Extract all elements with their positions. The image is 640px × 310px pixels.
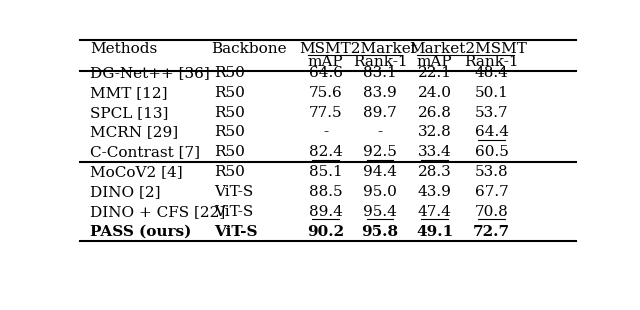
Text: MMT [12]: MMT [12] bbox=[90, 86, 168, 100]
Text: DG-Net++ [36]: DG-Net++ [36] bbox=[90, 66, 210, 80]
Text: SPCL [13]: SPCL [13] bbox=[90, 106, 168, 120]
Text: 72.7: 72.7 bbox=[473, 224, 510, 238]
Text: 49.1: 49.1 bbox=[416, 224, 453, 238]
Text: PASS (ours): PASS (ours) bbox=[90, 224, 191, 238]
Text: 92.5: 92.5 bbox=[363, 145, 397, 159]
Text: 77.5: 77.5 bbox=[308, 106, 342, 120]
Text: 60.5: 60.5 bbox=[475, 145, 509, 159]
Text: C-Contrast [7]: C-Contrast [7] bbox=[90, 145, 200, 159]
Text: MCRN [29]: MCRN [29] bbox=[90, 126, 178, 140]
Text: 24.0: 24.0 bbox=[418, 86, 452, 100]
Text: 22.1: 22.1 bbox=[418, 66, 452, 80]
Text: 95.8: 95.8 bbox=[362, 224, 399, 238]
Text: Rank-1: Rank-1 bbox=[465, 55, 519, 69]
Text: Backbone: Backbone bbox=[211, 42, 287, 56]
Text: ViT-S: ViT-S bbox=[214, 224, 257, 238]
Text: Methods: Methods bbox=[90, 42, 157, 56]
Text: 85.1: 85.1 bbox=[308, 165, 342, 179]
Text: ViT-S: ViT-S bbox=[214, 205, 253, 219]
Text: mAP: mAP bbox=[308, 55, 343, 69]
Text: 47.4: 47.4 bbox=[418, 205, 452, 219]
Text: 48.4: 48.4 bbox=[475, 66, 509, 80]
Text: R50: R50 bbox=[214, 66, 244, 80]
Text: DINO + CFS [22]: DINO + CFS [22] bbox=[90, 205, 225, 219]
Text: mAP: mAP bbox=[417, 55, 452, 69]
Text: DINO [2]: DINO [2] bbox=[90, 185, 161, 199]
Text: 83.1: 83.1 bbox=[364, 66, 397, 80]
Text: 32.8: 32.8 bbox=[418, 126, 451, 140]
Text: 94.4: 94.4 bbox=[363, 165, 397, 179]
Text: 50.1: 50.1 bbox=[475, 86, 509, 100]
Text: MoCoV2 [4]: MoCoV2 [4] bbox=[90, 165, 182, 179]
Text: 67.7: 67.7 bbox=[475, 185, 509, 199]
Text: 64.4: 64.4 bbox=[475, 126, 509, 140]
Text: R50: R50 bbox=[214, 86, 244, 100]
Text: MSMT2Market: MSMT2Market bbox=[299, 42, 417, 56]
Text: 43.9: 43.9 bbox=[418, 185, 452, 199]
Text: 75.6: 75.6 bbox=[308, 86, 342, 100]
Text: -: - bbox=[378, 126, 383, 140]
Text: R50: R50 bbox=[214, 106, 244, 120]
Text: Rank-1: Rank-1 bbox=[353, 55, 408, 69]
Text: 88.5: 88.5 bbox=[308, 185, 342, 199]
Text: R50: R50 bbox=[214, 145, 244, 159]
Text: 64.6: 64.6 bbox=[308, 66, 342, 80]
Text: R50: R50 bbox=[214, 126, 244, 140]
Text: 95.0: 95.0 bbox=[363, 185, 397, 199]
Text: -: - bbox=[323, 126, 328, 140]
Text: 26.8: 26.8 bbox=[418, 106, 452, 120]
Text: 53.8: 53.8 bbox=[475, 165, 509, 179]
Text: 89.7: 89.7 bbox=[364, 106, 397, 120]
Text: 53.7: 53.7 bbox=[475, 106, 509, 120]
Text: 82.4: 82.4 bbox=[308, 145, 342, 159]
Text: ViT-S: ViT-S bbox=[214, 185, 253, 199]
Text: 83.9: 83.9 bbox=[364, 86, 397, 100]
Text: 89.4: 89.4 bbox=[308, 205, 342, 219]
Text: 70.8: 70.8 bbox=[475, 205, 509, 219]
Text: 33.4: 33.4 bbox=[418, 145, 451, 159]
Text: 28.3: 28.3 bbox=[418, 165, 451, 179]
Text: 95.4: 95.4 bbox=[363, 205, 397, 219]
Text: Market2MSMT: Market2MSMT bbox=[409, 42, 527, 56]
Text: R50: R50 bbox=[214, 165, 244, 179]
Text: 90.2: 90.2 bbox=[307, 224, 344, 238]
